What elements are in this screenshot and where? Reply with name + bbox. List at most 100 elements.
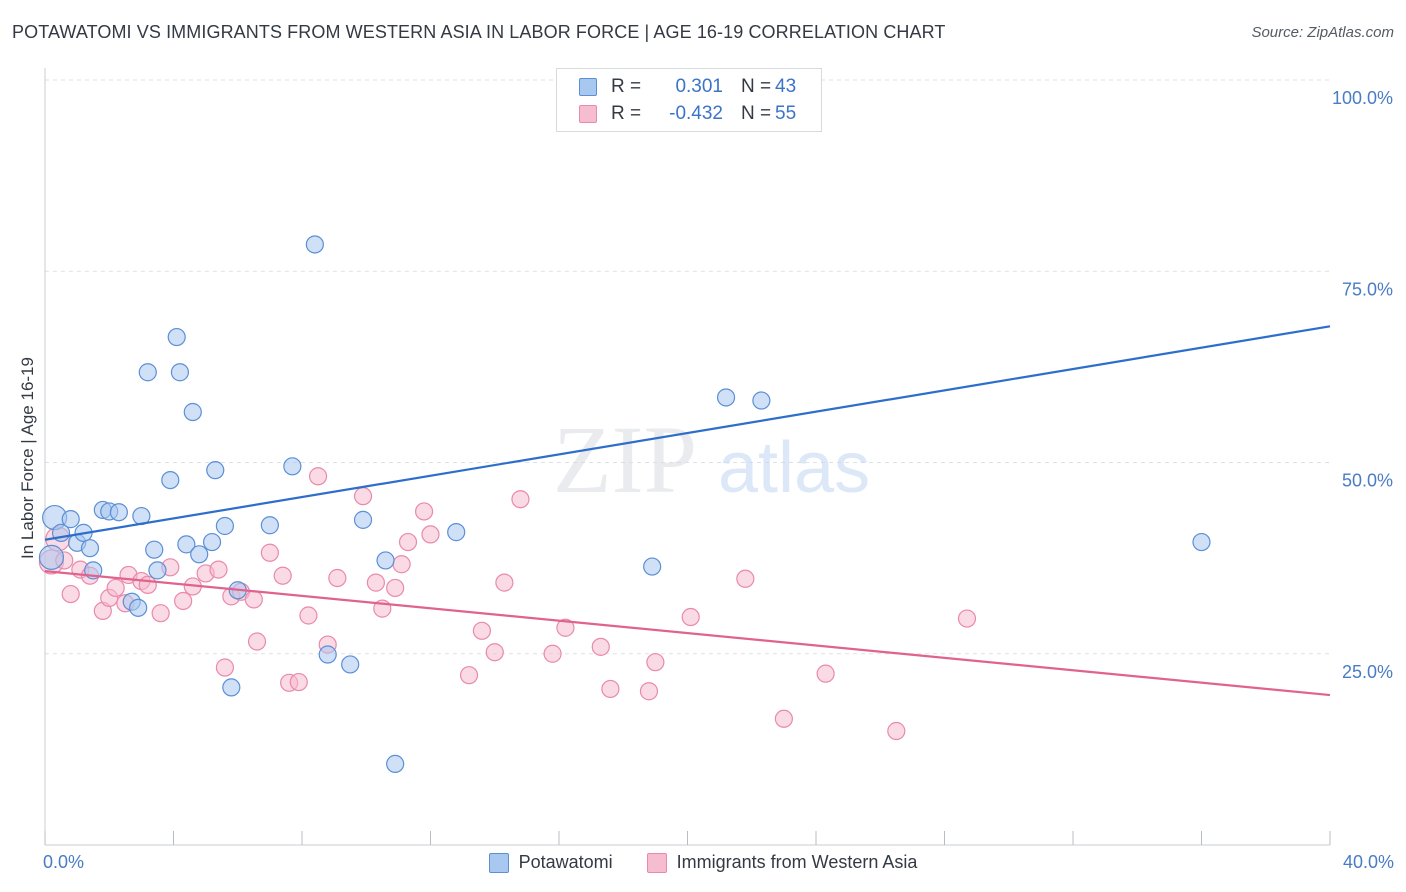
series-immigrants-western-asia-points [38, 467, 977, 741]
n-label: N = [741, 76, 772, 97]
potawatomi-point-35 [386, 754, 405, 774]
immigrant-point-22 [244, 590, 263, 609]
potawatomi-point-26 [222, 678, 241, 697]
legend-label: Potawatomi [518, 852, 613, 872]
x-tick-label-min: 0.0% [43, 852, 85, 872]
potawatomi-point-38 [643, 557, 662, 576]
potawatomi-point-14 [138, 363, 157, 382]
potawatomi-point-21 [183, 402, 202, 422]
immigrant-point-47 [591, 637, 610, 656]
trend-lines [44, 325, 1331, 697]
stats-legend-row-potawatomi: R = 0.301 N = 43 [579, 76, 796, 98]
potawatomi-point-6 [80, 539, 100, 558]
source-label: Source: ZipAtlas.com [1251, 24, 1394, 41]
axis-layer [44, 68, 1331, 846]
potawatomi-point-39 [716, 388, 736, 407]
immigrant-point-49 [639, 682, 659, 701]
potawatomi-point-3 [61, 510, 80, 529]
immigrant-point-42 [485, 643, 504, 662]
immigrant-point-15 [174, 591, 193, 611]
immigrant-point-35 [386, 578, 405, 598]
potawatomi-point-28 [260, 516, 279, 535]
immigrant-point-38 [414, 502, 434, 521]
immigrant-point-12 [138, 575, 157, 595]
potawatomi-point-15 [145, 540, 164, 559]
immigrant-trend-line [44, 570, 1331, 697]
potawatomi-trend-line [44, 325, 1331, 541]
immigrant-point-23 [247, 632, 267, 651]
potawatomi-point-10 [109, 503, 128, 522]
potawatomi-point-25 [215, 516, 234, 536]
chart-title: POTAWATOMI VS IMMIGRANTS FROM WESTERN AS… [12, 22, 946, 42]
immigrant-point-44 [511, 490, 530, 509]
immigrant-point-52 [736, 569, 755, 588]
y-tick-label-1: 50.0% [1342, 471, 1393, 491]
immigrant-point-8 [106, 578, 125, 598]
potawatomi-point-40 [752, 391, 771, 410]
immigrant-point-31 [328, 568, 347, 588]
immigrant-point-19 [215, 658, 234, 677]
stats-legend-row-immigrants: R = -0.432 N = 55 [579, 103, 796, 125]
potawatomi-point-31 [318, 645, 337, 664]
n-value: 43 [775, 76, 797, 97]
stats-legend: R = 0.301 N = 43 R = -0.432 N = 55 [556, 68, 822, 132]
legend-item-potawatomi[interactable]: Potawatomi [488, 852, 613, 873]
immigrant-point-27 [289, 672, 308, 692]
n-label: N = [741, 103, 772, 124]
immigrant-point-37 [398, 532, 418, 552]
y-tick-labels: 25.0% 50.0% 75.0% 100.0% [1332, 88, 1393, 682]
immigrant-point-13 [151, 604, 170, 623]
immigrant-point-33 [366, 573, 385, 592]
x-tick-label-max: 40.0% [1342, 852, 1394, 872]
potawatomi-point-22 [190, 545, 209, 564]
potawatomi-point-24 [206, 461, 225, 480]
immigrant-point-3 [61, 584, 80, 604]
potawatomi-point-0 [38, 544, 65, 570]
immigrant-point-29 [308, 467, 328, 486]
potawatomi-point-23 [202, 532, 222, 552]
immigrant-point-55 [887, 721, 906, 741]
immigrant-point-24 [260, 543, 279, 562]
legend-swatch-blue [488, 852, 509, 873]
potawatomi-point-17 [161, 470, 180, 490]
n-value: 55 [775, 103, 797, 124]
series-potawatomi-points [38, 70, 1211, 774]
legend-label: Immigrants from Western Asia [676, 852, 918, 872]
potawatomi-point-16 [148, 561, 167, 580]
immigrant-point-41 [472, 621, 491, 640]
potawatomi-point-18 [167, 327, 186, 347]
immigrant-point-25 [273, 566, 292, 585]
y-axis-label: In Labor Force | Age 16-19 [18, 357, 37, 559]
potawatomi-point-29 [283, 457, 302, 476]
legend-swatch-pink [646, 852, 667, 873]
immigrant-point-39 [421, 525, 440, 544]
potawatomi-point-34 [376, 551, 395, 570]
potawatomi-point-32 [341, 655, 360, 674]
legend-swatch-pink [579, 105, 597, 123]
r-label: R = [611, 103, 642, 124]
immigrant-point-18 [209, 560, 228, 579]
immigrant-point-51 [681, 607, 700, 627]
grid-layer [45, 79, 1330, 655]
potawatomi-point-33 [353, 510, 373, 529]
immigrant-point-56 [957, 609, 977, 628]
legend-item-immigrants[interactable]: Immigrants from Western Asia [646, 852, 918, 873]
potawatomi-point-41 [1192, 532, 1211, 552]
watermark-atlas: atlas [718, 428, 870, 508]
immigrant-point-45 [543, 644, 562, 663]
r-value: 0.301 [675, 76, 723, 97]
r-value: -0.432 [669, 103, 723, 124]
y-tick-label-0: 25.0% [1342, 662, 1393, 682]
immigrant-point-43 [495, 573, 514, 592]
y-tick-label-3: 100.0% [1332, 88, 1393, 108]
immigrant-point-28 [299, 606, 318, 625]
immigrant-point-40 [459, 666, 479, 685]
immigrant-point-46 [556, 618, 575, 637]
r-label: R = [611, 76, 642, 97]
potawatomi-point-20 [177, 535, 196, 554]
potawatomi-point-19 [170, 363, 190, 382]
potawatomi-point-30 [305, 235, 324, 254]
immigrant-point-48 [601, 679, 620, 699]
series-legend: Potawatomi Immigrants from Western Asia [0, 852, 1406, 873]
